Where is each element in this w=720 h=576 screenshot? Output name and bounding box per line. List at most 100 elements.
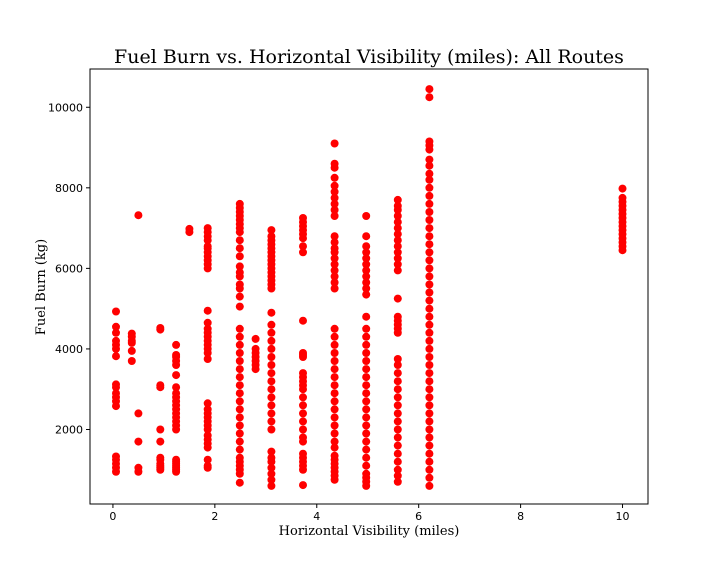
data-point: [425, 409, 434, 418]
data-point: [330, 357, 339, 365]
data-point: [235, 199, 244, 208]
data-point: [112, 389, 120, 398]
data-point: [267, 463, 276, 472]
data-point: [203, 242, 212, 251]
data-point: [235, 244, 244, 253]
data-point: [235, 453, 244, 462]
data-point: [393, 433, 402, 442]
y-axis-ticks: 2000 4000 6000 8000 10000: [48, 101, 90, 436]
data-point: [330, 139, 339, 148]
data-point: [203, 224, 212, 233]
data-point: [330, 451, 339, 460]
data-point: [393, 441, 402, 450]
data-point: [425, 93, 434, 102]
data-point: [393, 294, 402, 303]
x-axis-ticks: 0 2 4 6 8 10: [109, 504, 630, 523]
data-point: [330, 284, 339, 293]
data-point: [393, 361, 402, 369]
data-point: [267, 328, 276, 337]
data-point: [235, 262, 244, 271]
data-point: [393, 385, 402, 394]
data-point: [362, 381, 371, 390]
data-point: [299, 425, 307, 434]
data-point: [267, 336, 276, 345]
data-point: [299, 369, 307, 378]
data-point: [112, 380, 120, 389]
data-point: [393, 201, 402, 210]
data-point: [330, 349, 339, 357]
data-point: [267, 409, 276, 418]
data-point: [393, 393, 402, 402]
data-point: [203, 318, 212, 327]
data-point: [203, 405, 212, 414]
data-point: [425, 417, 434, 426]
data-point: [235, 292, 244, 301]
data-point: [425, 393, 434, 402]
data-point: [235, 349, 244, 357]
x-axis-label: Horizontal Visibility (miles): [279, 524, 460, 539]
data-point: [299, 481, 307, 490]
data-point: [267, 425, 276, 434]
data-point: [362, 242, 371, 251]
data-point: [425, 353, 434, 361]
data-point: [267, 361, 276, 369]
data-point: [425, 216, 434, 224]
data-point: [235, 324, 244, 333]
data-point: [330, 199, 339, 208]
data-point: [235, 397, 244, 406]
data-point: [425, 449, 434, 458]
data-point: [235, 302, 244, 311]
data-point: [393, 449, 402, 458]
data-point: [235, 340, 244, 349]
data-point: [330, 340, 339, 349]
data-point: [362, 453, 371, 462]
data-point: [330, 272, 339, 281]
data-point: [362, 469, 371, 478]
data-point: [425, 361, 434, 369]
data-point: [112, 307, 120, 316]
data-point: [425, 296, 434, 305]
data-point: [330, 405, 339, 414]
data-point: [425, 457, 434, 466]
data-point: [362, 461, 371, 470]
data-point: [330, 389, 339, 398]
data-point: [235, 236, 244, 245]
data-point: [330, 397, 339, 406]
data-point: [156, 453, 165, 462]
y-tick-label: 10000: [48, 101, 83, 114]
data-point: [362, 272, 371, 281]
data-point: [330, 193, 339, 202]
data-point: [425, 288, 434, 297]
x-tick-label: 6: [415, 510, 422, 523]
data-point: [251, 344, 260, 353]
data-point: [330, 238, 339, 247]
data-point: [362, 266, 371, 275]
data-point: [127, 357, 136, 365]
data-point: [425, 385, 434, 394]
data-point: [330, 429, 339, 438]
data-point: [299, 417, 307, 426]
data-point: [112, 352, 120, 361]
x-tick-label: 2: [211, 510, 218, 523]
data-point: [362, 324, 371, 333]
data-point: [251, 334, 260, 343]
data-point: [425, 137, 434, 146]
data-point: [299, 409, 307, 418]
data-point: [112, 322, 120, 331]
data-point: [425, 328, 434, 337]
data-point: [299, 433, 307, 442]
data-point: [425, 481, 434, 490]
data-point: [362, 278, 371, 287]
data-point: [330, 244, 339, 253]
data-point: [330, 159, 339, 168]
data-point: [425, 272, 434, 281]
data-point: [156, 381, 165, 390]
data-point: [393, 260, 402, 269]
y-tick-label: 6000: [55, 262, 83, 275]
data-point: [235, 332, 244, 341]
data-point: [330, 324, 339, 333]
data-point: [330, 332, 339, 341]
chart-title: Fuel Burn vs. Horizontal Visibility (mil…: [114, 46, 624, 68]
data-point: [362, 365, 371, 374]
